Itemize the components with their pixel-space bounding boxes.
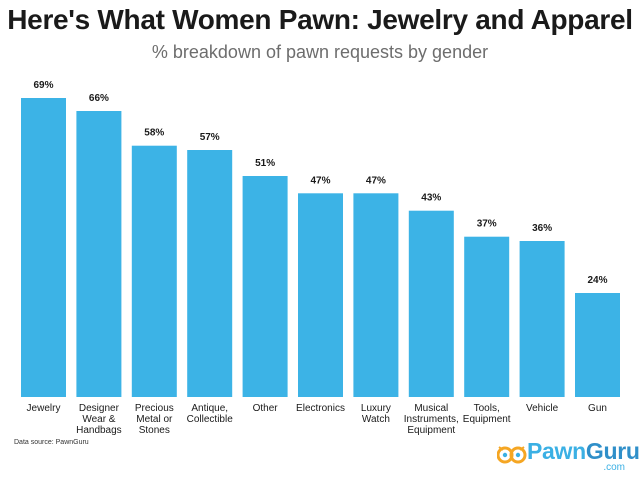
bar-0 — [21, 98, 66, 397]
category-label-6: Luxury Watch — [361, 403, 391, 425]
logo-com-text: .com — [603, 462, 625, 473]
value-label-2: 58% — [144, 128, 164, 139]
bar-3 — [187, 150, 233, 397]
value-label-0: 69% — [33, 80, 53, 91]
pawnguru-logo: PawnGuru .com — [497, 438, 640, 474]
data-source-note: Data source: PawnGuru — [14, 439, 89, 446]
bar-8 — [464, 236, 510, 397]
chart-title: Here's What Women Pawn: Jewelry and Appa… — [7, 4, 633, 35]
value-label-5: 47% — [310, 175, 330, 186]
category-label-0: Jewelry — [27, 403, 61, 414]
logo-wordmark: PawnGuru — [527, 438, 640, 465]
chart-subtitle: % breakdown of pawn requests by gender — [151, 42, 489, 62]
category-label-10: Gun — [588, 403, 607, 414]
value-label-6: 47% — [366, 175, 386, 186]
bar-5 — [298, 193, 343, 397]
bar-9 — [519, 241, 565, 397]
bar-7 — [408, 210, 454, 397]
owl-icon — [497, 446, 527, 464]
value-label-4: 51% — [255, 158, 275, 169]
category-label-4: Other — [253, 403, 279, 414]
value-label-9: 36% — [532, 223, 552, 234]
value-label-7: 43% — [421, 193, 441, 204]
value-label-3: 57% — [200, 132, 220, 143]
bar-6 — [353, 193, 399, 397]
logo-pawn-text: Pawn — [527, 438, 586, 464]
value-label-8: 37% — [477, 219, 497, 230]
value-label-10: 24% — [587, 275, 607, 286]
category-label-5: Electronics — [296, 403, 345, 414]
category-label-2: Precious Metal or Stones — [135, 403, 174, 436]
category-label-9: Vehicle — [526, 403, 559, 414]
value-label-1: 66% — [89, 93, 109, 104]
bar-1 — [76, 111, 122, 397]
bar-4 — [242, 176, 288, 397]
category-label-1: Designer Wear & Handbags — [76, 403, 122, 436]
category-label-3: Antique, Collectible — [187, 403, 234, 425]
category-label-7: Musical Instruments, Equipment — [404, 403, 459, 436]
bar-2 — [131, 145, 177, 397]
logo-guru-text: Guru — [585, 438, 640, 464]
bar-10 — [575, 293, 620, 397]
category-label-8: Tools, Equipment — [463, 403, 511, 425]
